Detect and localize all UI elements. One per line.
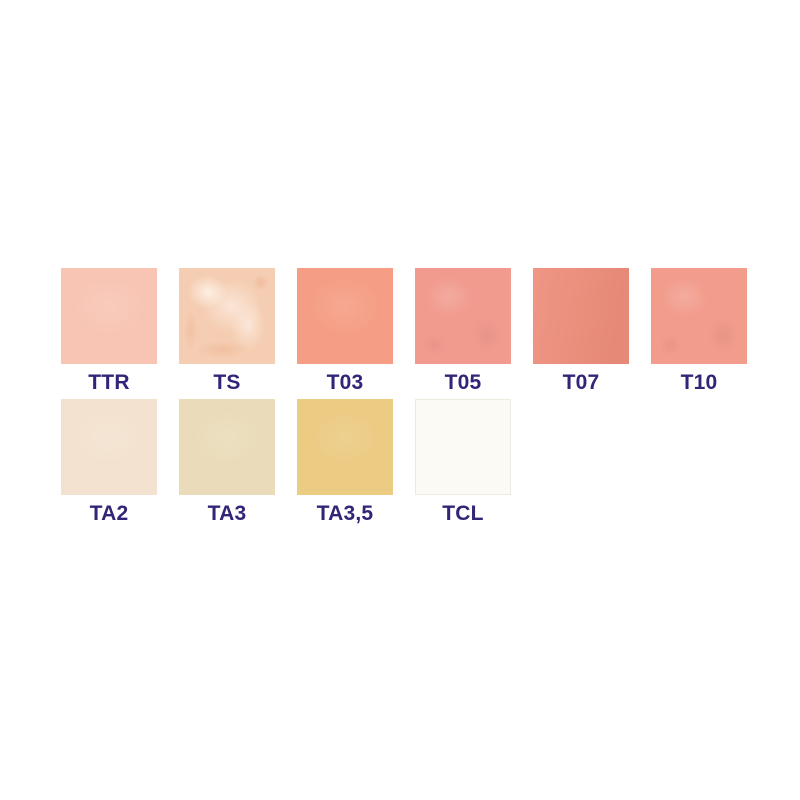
gum-base-shades-row: TA2 TA3 TA3,5 TCL <box>61 399 511 526</box>
color-chip-ta2 <box>61 399 157 495</box>
swatch-label: TTR <box>88 371 130 394</box>
color-chip-t07 <box>533 268 629 364</box>
color-chip-ts <box>179 268 275 364</box>
color-chip-t05 <box>415 268 511 364</box>
color-chip-tcl <box>415 399 511 495</box>
swatch-ta2: TA2 <box>61 399 157 526</box>
swatch-label: T07 <box>562 371 600 394</box>
swatch-t03: T03 <box>297 268 393 395</box>
color-chip-ta35 <box>297 399 393 495</box>
swatch-label: TCL <box>442 502 484 525</box>
color-chip-ta3 <box>179 399 275 495</box>
tissue-shades-row: TTR TS T03 T05 T07 T10 <box>61 268 747 395</box>
swatch-tcl: TCL <box>415 399 511 526</box>
swatch-label: TA3 <box>207 502 247 525</box>
swatch-ta35: TA3,5 <box>297 399 393 526</box>
swatch-t07: T07 <box>533 268 629 395</box>
swatch-label: TA2 <box>89 502 129 525</box>
swatch-ttr: TTR <box>61 268 157 395</box>
swatch-label: T05 <box>444 371 482 394</box>
swatch-label: TA3,5 <box>316 502 374 525</box>
swatch-ts: TS <box>179 268 275 395</box>
swatch-label: T03 <box>326 371 364 394</box>
color-chip-ttr <box>61 268 157 364</box>
swatch-t05: T05 <box>415 268 511 395</box>
swatch-ta3: TA3 <box>179 399 275 526</box>
swatch-label: TS <box>213 371 241 394</box>
swatch-label: T10 <box>680 371 718 394</box>
color-chip-t10 <box>651 268 747 364</box>
swatch-t10: T10 <box>651 268 747 395</box>
color-chip-t03 <box>297 268 393 364</box>
